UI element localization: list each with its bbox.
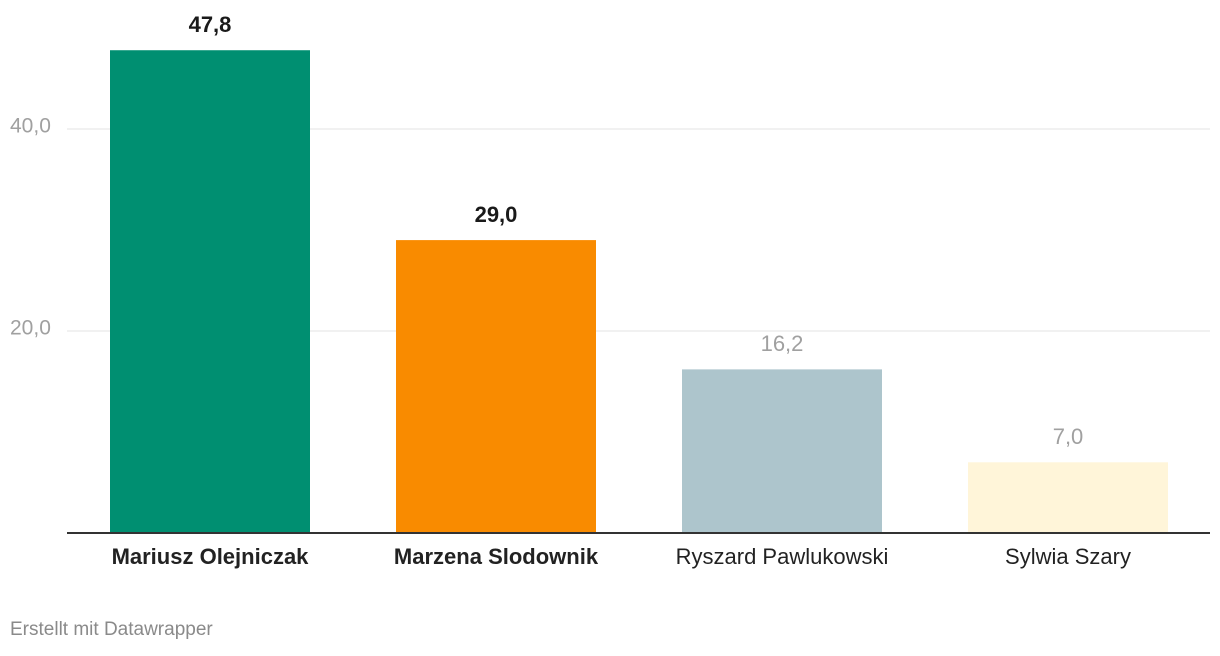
- x-tick-label: Sylwia Szary: [1005, 544, 1131, 569]
- value-label: 47,8: [189, 12, 232, 37]
- bar: [396, 240, 596, 533]
- value-label: 29,0: [475, 202, 518, 227]
- x-tick-label: Ryszard Pawlukowski: [676, 544, 889, 569]
- bar: [110, 50, 310, 533]
- x-tick-label: Mariusz Olejniczak: [112, 544, 310, 569]
- y-tick-label: 40,0: [10, 115, 51, 138]
- y-tick-label: 20,0: [10, 317, 51, 340]
- bar: [968, 462, 1168, 533]
- bar: [682, 369, 882, 533]
- footer: Erstellt mit Datawrapper: [10, 619, 213, 640]
- x-tick-label: Marzena Slodownik: [394, 544, 599, 569]
- value-label: 7,0: [1053, 424, 1084, 449]
- value-label: 16,2: [761, 331, 804, 356]
